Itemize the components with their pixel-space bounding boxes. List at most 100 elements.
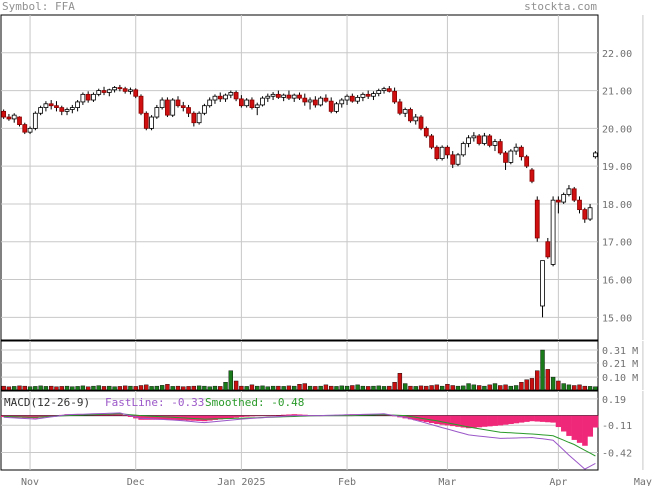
candle-body [471,135,477,139]
candle-body [555,199,561,203]
candle-body [85,93,91,101]
macd-histogram-bar [539,415,546,422]
candle-body [22,124,28,133]
macd-histogram-bar [296,414,303,416]
macd-histogram-bar [217,415,224,420]
candle-body [254,104,260,108]
macd-histogram-bar [386,415,393,416]
candle-body [165,99,170,116]
candle-body [106,89,112,93]
volume-bar [38,385,43,391]
volume-bar [297,383,302,391]
macd-histogram-bar [413,415,419,421]
macd-histogram-bar [508,415,514,425]
macd-histogram-bar [576,415,583,443]
macd-panel [1,412,599,470]
volume-bar [545,369,550,391]
candle-body [466,137,471,144]
macd-histogram-bar [222,415,229,419]
volume-bar [556,380,561,391]
candle-body [54,105,59,108]
volume-bar [154,385,160,391]
candle-body [1,110,7,118]
macd-fastline-label: FastLine: -0.33 [105,396,204,409]
candle-body [6,116,12,120]
candle-body [397,101,403,114]
macd-histogram-bar [502,415,509,425]
candle-body [138,95,144,114]
volume-bar [244,386,249,391]
volume-bar [207,386,212,391]
macd-histogram-bar [106,414,113,416]
candle-body [265,95,271,99]
candle-body [281,94,287,98]
volume-bar [302,383,307,391]
volume-bar [418,385,424,391]
volume-bar [70,386,75,391]
volume-bar [85,386,91,391]
volume-bar [175,385,181,391]
macd-histogram-bar [434,415,440,425]
candle-body [392,90,397,103]
candle-body [96,90,102,95]
volume-bar [360,385,366,391]
volume-bar [572,385,577,391]
panel-frame-1 [0,340,599,391]
volume-bar [313,386,318,391]
candle-body [239,98,244,107]
volume-bar [450,385,455,391]
candle-body [223,94,228,100]
candle-body [445,146,450,156]
volume-bar [593,386,598,391]
candle-body [217,95,223,100]
volume-bar [80,385,86,391]
macd-histogram-bar [444,415,451,426]
macd-histogram-bar [48,415,55,417]
volume-bar [402,383,408,391]
volume-bar [519,382,524,391]
volume-bar [91,385,96,391]
volume-bar [387,385,392,391]
candle-body [355,96,360,102]
volume-bar [228,370,233,391]
x-tick-label: Mar [438,477,456,486]
site-watermark: stockta.com [524,0,597,13]
price-tick-label: 19.00 [602,162,632,173]
candle-body [154,107,160,118]
candle-body [149,116,154,129]
macd-histogram-bar [228,415,234,419]
volume-bar [550,376,556,391]
candle-body [376,90,382,95]
macd-tick-label: -0.42 [602,448,632,459]
macd-histogram-bar [259,415,266,417]
volume-bar [566,384,572,391]
volume-bar [503,384,508,391]
candle-body [492,141,498,146]
volume-bar [6,386,12,391]
volume-bar [561,383,566,391]
candle-body [371,93,376,97]
candle-body [143,112,149,129]
candle-body [27,127,33,133]
macd-smoothed-label: Smoothed: -0.48 [205,396,304,409]
macd-histogram-bar [529,415,535,422]
macd-histogram-bar [407,415,414,420]
volume-bar [170,386,175,391]
candle-body [101,90,107,93]
candle-body [297,94,302,99]
volume-bar [392,382,397,391]
volume-tick-label: 0.10 M [602,373,638,384]
price-panel [1,84,598,318]
panel-frame-2 [0,390,599,471]
macd-histogram-bar [481,415,488,427]
candle-body [423,127,429,137]
macd-histogram-bar [207,415,213,421]
volume-bar [49,385,54,391]
volume-bar [54,386,59,391]
volume-bar [149,386,154,391]
volume-bar [482,385,487,391]
macd-histogram-bar [244,415,250,417]
macd-histogram-bar [455,415,461,427]
volume-bar [159,385,165,391]
macd-histogram-bar [281,414,287,416]
